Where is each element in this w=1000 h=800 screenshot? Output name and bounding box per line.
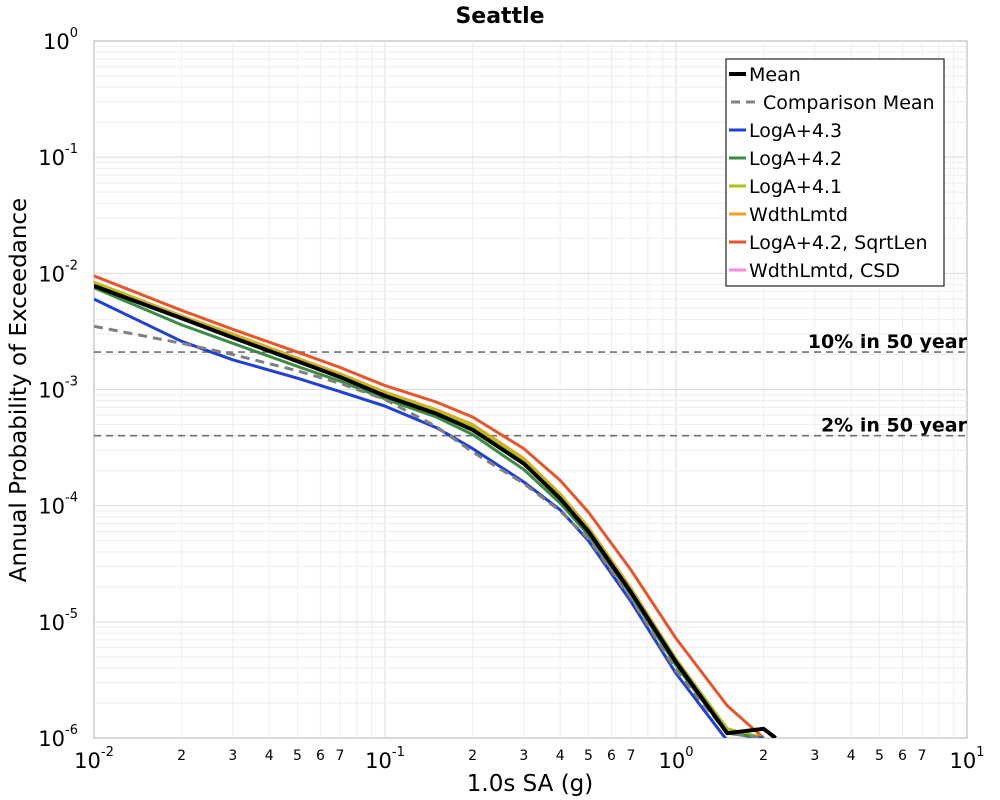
x-minor-tick-label: 7	[335, 748, 344, 764]
series-line-loga-4-3	[94, 297, 764, 738]
x-minor-tick-label: 5	[293, 748, 302, 764]
reference-lines: 10% in 50 year 2% in 50 year	[94, 331, 968, 437]
legend-box	[725, 58, 945, 287]
y-tick-label: 10-2	[38, 258, 78, 286]
x-minor-tick-label: 6	[316, 748, 325, 764]
x-minor-tick-label: 5	[584, 748, 593, 764]
y-axis-ticks: 100 10-1 10-2 10-3 10-4 10-5 10-6	[38, 26, 78, 751]
legend-entry: LogA+4.1	[749, 176, 842, 198]
x-minor-tick-label: 4	[265, 748, 274, 764]
legend-entry: LogA+4.3	[749, 120, 842, 142]
x-minor-tick-label: 3	[519, 748, 528, 764]
x-minor-tick-label: 7	[917, 748, 926, 764]
legend-entry: LogA+4.2	[749, 148, 842, 170]
y-tick-label: 10-1	[38, 142, 78, 170]
chart-title: Seattle	[455, 4, 544, 29]
x-minor-tick-label: 2	[468, 748, 477, 764]
y-tick-label: 10-3	[38, 375, 78, 403]
y-axis-label: Annual Probability of Exceedance	[6, 198, 32, 582]
series-line-comparison-mean	[94, 324, 764, 738]
x-minor-tick-label: 6	[607, 748, 616, 764]
y-tick-label: 100	[43, 26, 78, 54]
grid-lines	[94, 41, 967, 738]
x-minor-tick-label: 5	[875, 748, 884, 764]
x-tick-label: 100	[658, 745, 693, 773]
x-minor-tick-label: 3	[228, 748, 237, 764]
x-axis-label: 1.0s SA (g)	[467, 771, 594, 797]
reference-line-label: 2% in 50 year	[821, 415, 968, 437]
legend: Mean Comparison Mean LogA+4.3 LogA+4.2 LogA+…	[725, 58, 945, 287]
x-tick-label: 10-2	[74, 745, 114, 773]
legend-entry: WdthLmtd	[749, 204, 848, 226]
x-minor-tick-label: 4	[556, 748, 565, 764]
y-tick-label: 10-6	[38, 723, 78, 751]
legend-entry: WdthLmtd, CSD	[749, 260, 900, 282]
x-tick-label: 10-1	[365, 745, 405, 773]
x-minor-tick-label: 2	[759, 748, 768, 764]
y-tick-label: 10-4	[38, 491, 78, 519]
data-series	[94, 274, 777, 738]
x-minor-tick-label: 3	[810, 748, 819, 764]
y-tick-label: 10-5	[38, 607, 78, 635]
legend-entry: LogA+4.2, SqrtLen	[749, 232, 928, 254]
x-minor-tick-label: 2	[177, 748, 186, 764]
x-minor-tick-label: 6	[898, 748, 907, 764]
legend-entry: Mean	[749, 64, 801, 86]
legend-entry: Comparison Mean	[763, 92, 935, 114]
x-minor-tick-label: 7	[626, 748, 635, 764]
series-line-mean	[94, 284, 777, 738]
x-tick-label: 101	[949, 745, 984, 773]
x-minor-tick-label: 4	[847, 748, 856, 764]
reference-line-label: 10% in 50 year	[808, 331, 968, 353]
series-line-loga-4-2-sqrtlen	[94, 274, 765, 738]
